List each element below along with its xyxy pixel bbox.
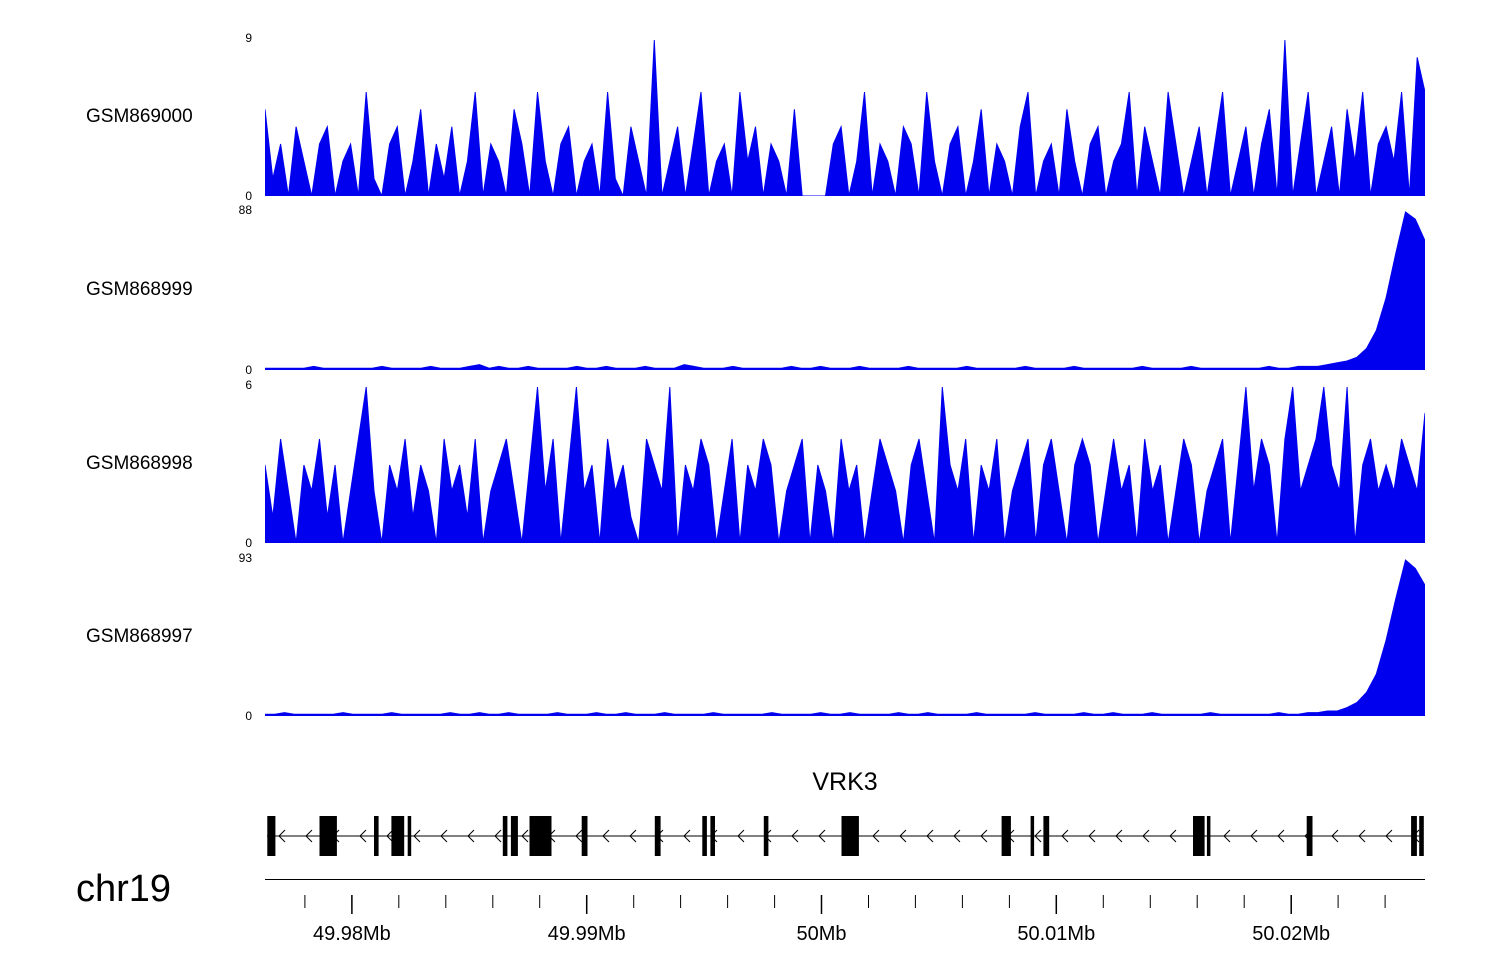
- signal-track-gsm868999: GSM868999 88 0: [0, 203, 1500, 377]
- exon-box: [1306, 816, 1313, 856]
- exon-box: [319, 816, 337, 856]
- strand-arrow-left-icon: [980, 829, 988, 843]
- exon-box: [407, 816, 412, 856]
- strand-arrow-left-icon: [926, 829, 934, 843]
- y-axis-min: 0: [245, 363, 252, 377]
- strand-arrow-left-icon: [386, 829, 394, 843]
- chromosome-label: chr19: [76, 868, 172, 910]
- axis-tick-label: 49.99Mb: [548, 923, 626, 945]
- coverage-area: [265, 211, 1425, 370]
- strand-arrow-left-icon: [602, 829, 610, 843]
- y-axis-max: 9: [245, 31, 252, 45]
- track-label: GSM868997: [86, 626, 193, 647]
- strand-arrow-left-icon: [872, 829, 880, 843]
- y-axis-min: 0: [245, 536, 252, 550]
- genome-axis: 49.98Mb 49.99Mb 50Mb 50.01Mb 50.02Mb: [304, 895, 1386, 945]
- exon-box: [267, 816, 276, 856]
- strand-arrow-left-icon: [629, 829, 637, 843]
- exon-box: [1030, 816, 1035, 856]
- strand-arrow-left-icon: [1142, 829, 1150, 843]
- strand-arrow-left-icon: [467, 829, 475, 843]
- axis-tick-label: 50Mb: [796, 923, 846, 945]
- y-axis-max: 93: [238, 551, 252, 565]
- axis-tick-label: 49.98Mb: [313, 923, 391, 945]
- strand-arrow-left-icon: [1034, 829, 1042, 843]
- exon-box: [1043, 816, 1050, 856]
- axis-tick-label: 50.01Mb: [1017, 923, 1095, 945]
- strand-arrow-left-icon: [575, 829, 583, 843]
- strand-arrow-left-icon: [1061, 829, 1069, 843]
- exon-box: [374, 816, 379, 856]
- exon-box: [1419, 816, 1424, 856]
- strand-arrow-left-icon: [683, 829, 691, 843]
- coverage-area: [265, 39, 1425, 196]
- axis-tick-label: 50.02Mb: [1252, 923, 1330, 945]
- exon-box: [654, 816, 661, 856]
- signal-track-gsm868998: GSM868998 6 0: [0, 378, 1500, 550]
- strand-arrow-left-icon: [1385, 829, 1393, 843]
- strand-arrow-left-icon: [1358, 829, 1366, 843]
- exon-box: [391, 816, 405, 856]
- strand-arrow-left-icon: [494, 829, 502, 843]
- signal-track-gsm869000: GSM869000 9 0: [0, 31, 1500, 203]
- strand-arrow-left-icon: [818, 829, 826, 843]
- strand-arrow-left-icon: [1088, 829, 1096, 843]
- strand-arrow-left-icon: [1277, 829, 1285, 843]
- exon-box: [763, 816, 769, 856]
- y-axis-min: 0: [245, 189, 252, 203]
- strand-arrow-left-icon: [1250, 829, 1258, 843]
- strand-arrow-left-icon: [953, 829, 961, 843]
- gene-title: VRK3: [812, 768, 878, 796]
- strand-arrow-left-icon: [305, 829, 313, 843]
- track-label: GSM869000: [86, 106, 193, 127]
- track-label: GSM868998: [86, 453, 193, 474]
- strand-arrow-left-icon: [737, 829, 745, 843]
- strand-arrow-left-icon: [440, 829, 448, 843]
- exon-box: [1001, 816, 1011, 856]
- gene-model-track: [267, 816, 1424, 856]
- y-axis-max: 6: [245, 378, 252, 392]
- strand-arrow-left-icon: [413, 829, 421, 843]
- exon-box: [510, 816, 518, 856]
- strand-arrow-left-icon: [1223, 829, 1231, 843]
- coverage-area: [265, 559, 1425, 716]
- exon-box: [1206, 816, 1211, 856]
- coverage-area: [265, 386, 1425, 543]
- exon-box: [581, 816, 588, 856]
- y-axis-min: 0: [245, 709, 252, 723]
- axis-separator-line: [265, 879, 1425, 880]
- strand-arrow-left-icon: [278, 829, 286, 843]
- strand-arrow-left-icon: [791, 829, 799, 843]
- strand-arrow-left-icon: [521, 829, 529, 843]
- strand-arrow-left-icon: [1331, 829, 1339, 843]
- signal-track-gsm868997: GSM868997 93 0: [0, 551, 1500, 723]
- strand-arrow-left-icon: [899, 829, 907, 843]
- strand-arrow-left-icon: [359, 829, 367, 843]
- exon-box: [1411, 816, 1417, 856]
- track-label: GSM868999: [86, 279, 193, 300]
- exon-box: [841, 816, 859, 856]
- strand-arrow-left-icon: [1115, 829, 1123, 843]
- exon-box: [529, 816, 552, 856]
- exon-box: [1193, 816, 1205, 856]
- exon-box: [502, 816, 508, 856]
- exon-box: [710, 816, 715, 856]
- y-axis-max: 88: [238, 203, 252, 217]
- strand-arrow-left-icon: [1169, 829, 1177, 843]
- exon-box: [702, 816, 707, 856]
